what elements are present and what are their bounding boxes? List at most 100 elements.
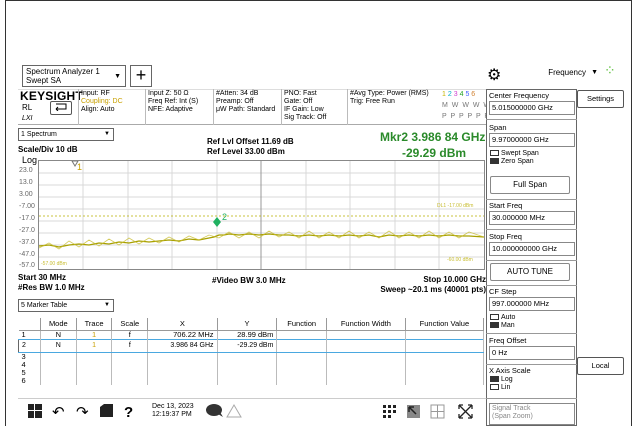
settings-button[interactable]: Settings: [577, 90, 624, 108]
divider: [486, 229, 577, 230]
header-divider: [347, 89, 348, 125]
x-axis-scale-radio[interactable]: Log Lin: [490, 376, 513, 392]
y-tick: -17.0: [19, 215, 35, 222]
chevron-down-icon: ▼: [104, 131, 110, 137]
marker1-indicator: [71, 160, 79, 167]
x-axis-scale-label: X Axis Scale: [489, 366, 531, 375]
span-label: Span: [489, 123, 507, 132]
chat-icon[interactable]: [206, 404, 224, 422]
col-header: Mode: [40, 318, 77, 331]
add-window-button[interactable]: +: [130, 65, 152, 87]
y-tick: 23.0: [19, 167, 33, 174]
stop-freq-value[interactable]: 10.000000000 GHz: [489, 242, 575, 256]
y-tick: 13.0: [19, 179, 33, 186]
rl-label: RL: [22, 103, 33, 112]
spectrum-noise: [38, 230, 485, 250]
marker-table: Mode Trace Scale X Y Function Function W…: [18, 318, 485, 385]
settings-header: [18, 89, 486, 125]
undo-icon[interactable]: ↶: [52, 404, 65, 421]
span-value[interactable]: 9.97000000 GHz: [489, 133, 575, 147]
start-freq-value[interactable]: 30.000000 MHz: [489, 211, 575, 225]
radio-zero-span: [490, 158, 499, 165]
windows-icon[interactable]: [28, 404, 42, 422]
bottom-line-label-right: -60.00 dBm: [447, 257, 473, 263]
center-freq-label: Center Frequency: [489, 91, 550, 100]
marker-readout-value: -29.29 dBm: [402, 146, 467, 160]
freq-offset-value[interactable]: 0 Hz: [489, 346, 575, 360]
freq-offset-label: Freq Offset: [489, 336, 527, 345]
center-freq-value[interactable]: 5.015000000 GHz: [489, 101, 575, 115]
chevron-down-icon: ▼: [114, 73, 121, 80]
keypad-icon[interactable]: [382, 404, 397, 423]
stop-freq-label: Stop Freq: [489, 232, 522, 241]
divider: [486, 119, 577, 120]
keysight-logo: KEYSIGHT: [20, 89, 83, 103]
col-header: Scale: [111, 318, 149, 331]
trace-indicator[interactable]: 1 2 3 4 5 6 M W W W W W P P P P P P: [442, 91, 502, 120]
signal-track-item[interactable]: Signal Track (Span Zoom): [489, 403, 575, 425]
loading-icon: ⁘: [604, 62, 616, 78]
col-header: [18, 318, 41, 331]
y-tick: -7.00: [19, 203, 35, 210]
span-mode-radio[interactable]: Swept Span Zero Span: [490, 150, 539, 166]
date-time: Dec 13, 2023 12:19:37 PM: [152, 403, 194, 418]
chevron-down-icon: ▼: [104, 302, 110, 308]
divider: [486, 333, 577, 334]
table-row[interactable]: 5: [18, 368, 485, 377]
save-icon[interactable]: [100, 404, 113, 421]
y-tick: -27.0: [19, 227, 35, 234]
header-divider: [213, 89, 214, 125]
table-row[interactable]: 1 N 1 f 706.22 MHz 28.99 dBm: [18, 330, 485, 339]
table-row-selected[interactable]: 2 N 1 f 3.986 84 GHz -29.29 dBm: [18, 338, 485, 353]
header-pno: PNO: Fast Gate: Off IF Gain: Low Sig Tra…: [284, 90, 327, 121]
scale-label: Scale/Div 10 dB: [18, 145, 78, 154]
full-span-button[interactable]: Full Span: [490, 176, 570, 194]
header-atten: #Atten: 34 dB Preamp: Off μW Path: Stand…: [216, 90, 276, 113]
marker-readout-freq: Mkr2 3.986 84 GHz: [380, 130, 486, 144]
radio-swept-span: [490, 150, 499, 157]
header-divider: [145, 89, 146, 125]
local-button[interactable]: Local: [577, 357, 624, 375]
loop-button[interactable]: [50, 101, 72, 115]
gear-icon[interactable]: ⚙: [487, 67, 502, 84]
radio-lin: [490, 384, 499, 391]
table-row[interactable]: 4: [18, 360, 485, 369]
cf-step-mode-radio[interactable]: Auto Man: [490, 314, 515, 330]
y-tick: -47.0: [19, 251, 35, 258]
marker2-diamond: [213, 217, 221, 227]
table-row[interactable]: 6: [18, 376, 485, 385]
lxi-label: LXI: [22, 115, 33, 122]
y-tick: -57.0: [19, 262, 35, 269]
y-tick: 3.00: [19, 191, 33, 198]
cf-step-value[interactable]: 997.000000 MHz: [489, 297, 575, 311]
marker-table-select[interactable]: 5 Marker Table ▼: [18, 299, 114, 312]
table-row[interactable]: 3: [18, 352, 485, 361]
grid-layout-icon[interactable]: [430, 404, 445, 423]
fullscreen-icon[interactable]: [458, 404, 473, 423]
divider: [486, 260, 577, 261]
y-tick: -37.0: [19, 239, 35, 246]
video-bw-label: #Video BW 3.0 MHz: [212, 276, 286, 285]
header-divider: [78, 89, 79, 125]
help-icon[interactable]: ?: [124, 404, 134, 421]
start-info: Start 30 MHz #Res BW 1.0 MHz: [18, 273, 85, 292]
loop-icon: [55, 103, 67, 112]
col-header: Function: [276, 318, 327, 331]
divider: [486, 285, 577, 286]
header-inputz: Input Z: 50 Ω Freq Ref: Int (S) NFE: Ada…: [148, 90, 199, 113]
menu-select[interactable]: Frequency ▼: [520, 63, 602, 83]
divider: [486, 398, 577, 399]
window-mode: Swept SA: [26, 76, 62, 85]
header-divider: [281, 89, 282, 125]
window-tab[interactable]: Spectrum Analyzer 1 Swept SA ▼: [22, 65, 126, 87]
view-select[interactable]: 1 Spectrum ▼: [18, 128, 114, 141]
col-header: Trace: [76, 318, 113, 331]
radio-auto: [490, 314, 499, 321]
divider: [486, 199, 577, 200]
radio-man: [490, 322, 499, 329]
spectrum-plot[interactable]: 1 2 DL1 -17.00 dBm -57.00 dBm -60.00 dBm: [38, 160, 485, 270]
chevron-down-icon: ▼: [591, 69, 598, 76]
screenshot-icon[interactable]: [406, 404, 421, 423]
redo-icon[interactable]: ↷: [76, 404, 89, 421]
auto-tune-button[interactable]: AUTO TUNE: [490, 263, 570, 281]
